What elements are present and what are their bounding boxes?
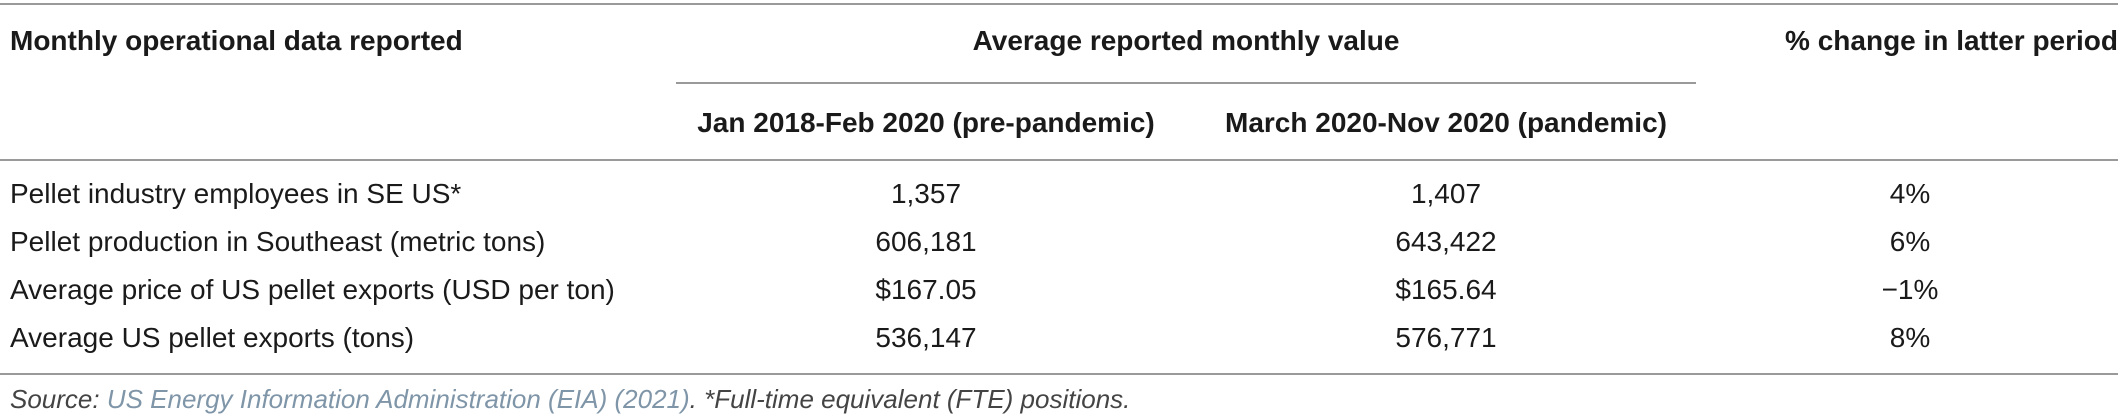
table-footnote: Source: US Energy Information Administra…	[10, 382, 1130, 416]
table-bottom-rule	[0, 373, 2118, 375]
row-percent-change: 6%	[1889, 226, 1931, 257]
table-row: Average US pellet exports (tons) 536,147…	[0, 318, 2118, 364]
footnote-prefix: Source:	[10, 384, 107, 414]
group-header-rule	[676, 82, 1696, 84]
footnote-suffix: . *Full-time equivalent (FTE) positions.	[689, 384, 1131, 414]
row-label: Average US pellet exports (tons)	[10, 322, 415, 353]
row-label: Average price of US pellet exports (USD …	[10, 274, 615, 305]
table-row: Average price of US pellet exports (USD …	[0, 270, 2118, 316]
row-percent-change: 4%	[1889, 178, 1931, 209]
row-pre-pandemic-value: $167.05	[875, 274, 977, 305]
row-percent-change: −1%	[1881, 274, 1939, 305]
table-top-rule	[0, 3, 2118, 5]
row-pandemic-value: 1,407	[1410, 178, 1482, 209]
row-pre-pandemic-value: 536,147	[875, 322, 977, 353]
row-label: Pellet industry employees in SE US*	[10, 178, 462, 209]
row-label: Pellet production in Southeast (metric t…	[10, 226, 546, 257]
header-bottom-rule	[0, 159, 2118, 161]
row-pandemic-value: 643,422	[1395, 226, 1497, 257]
row-percent-change: 8%	[1889, 322, 1931, 353]
table-row: Pellet production in Southeast (metric t…	[0, 222, 2118, 268]
row-pre-pandemic-value: 1,357	[890, 178, 962, 209]
header-pre-pandemic: Jan 2018-Feb 2020 (pre-pandemic)	[697, 107, 1155, 138]
row-pandemic-value: 576,771	[1395, 322, 1497, 353]
footnote-source-link[interactable]: US Energy Information Administration (EI…	[106, 384, 690, 414]
table-row: Pellet industry employees in SE US* 1,35…	[0, 174, 2118, 220]
header-percent-change: % change in latter period	[1785, 25, 2118, 56]
row-pandemic-value: $165.64	[1395, 274, 1497, 305]
header-average-monthly-value: Average reported monthly value	[972, 25, 1400, 56]
header-operational-data: Monthly operational data reported	[10, 25, 463, 56]
row-pre-pandemic-value: 606,181	[875, 226, 977, 257]
header-pandemic: March 2020-Nov 2020 (pandemic)	[1225, 107, 1667, 138]
